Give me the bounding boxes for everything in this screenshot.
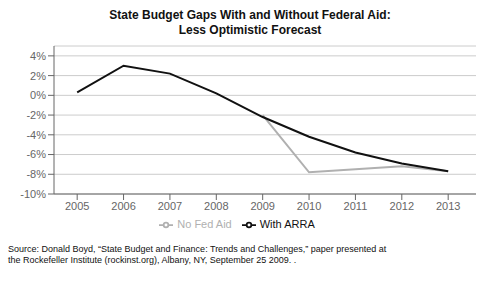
svg-text:2011: 2011: [344, 200, 368, 212]
html-text:State Budget Gaps With and Wit: State Budget Gaps With and Without Feder…: [109, 8, 391, 22]
svg-text:-6%: -6%: [26, 148, 46, 160]
svg-text:2007: 2007: [158, 200, 182, 212]
svg-text:2010: 2010: [297, 200, 321, 212]
svg-text:2008: 2008: [204, 200, 228, 212]
svg-text:4%: 4%: [30, 50, 46, 62]
html-text:Source: Donald Boyd, “State Bu: Source: Donald Boyd, “State Budget and F…: [8, 244, 387, 254]
svg-text:2005: 2005: [65, 200, 89, 212]
svg-text:2%: 2%: [30, 70, 46, 82]
html-text:No Fed Aid: No Fed Aid: [177, 218, 232, 230]
svg-text:-8%: -8%: [26, 168, 46, 180]
svg-text:-2%: -2%: [26, 109, 46, 121]
html-text:the Rockefeller Institute (roc: the Rockefeller Institute (rockinst.org)…: [8, 255, 297, 265]
html-text:With ARRA: With ARRA: [259, 218, 315, 230]
svg-text:2013: 2013: [436, 200, 460, 212]
svg-text:0%: 0%: [30, 89, 46, 101]
svg-text:2012: 2012: [390, 200, 414, 212]
svg-text:-4%: -4%: [26, 129, 46, 141]
svg-text:2006: 2006: [111, 200, 135, 212]
svg-text:-10%: -10%: [20, 188, 46, 200]
html-text:Less Optimistic Forecast: Less Optimistic Forecast: [178, 23, 322, 37]
svg-text:2009: 2009: [250, 200, 274, 212]
